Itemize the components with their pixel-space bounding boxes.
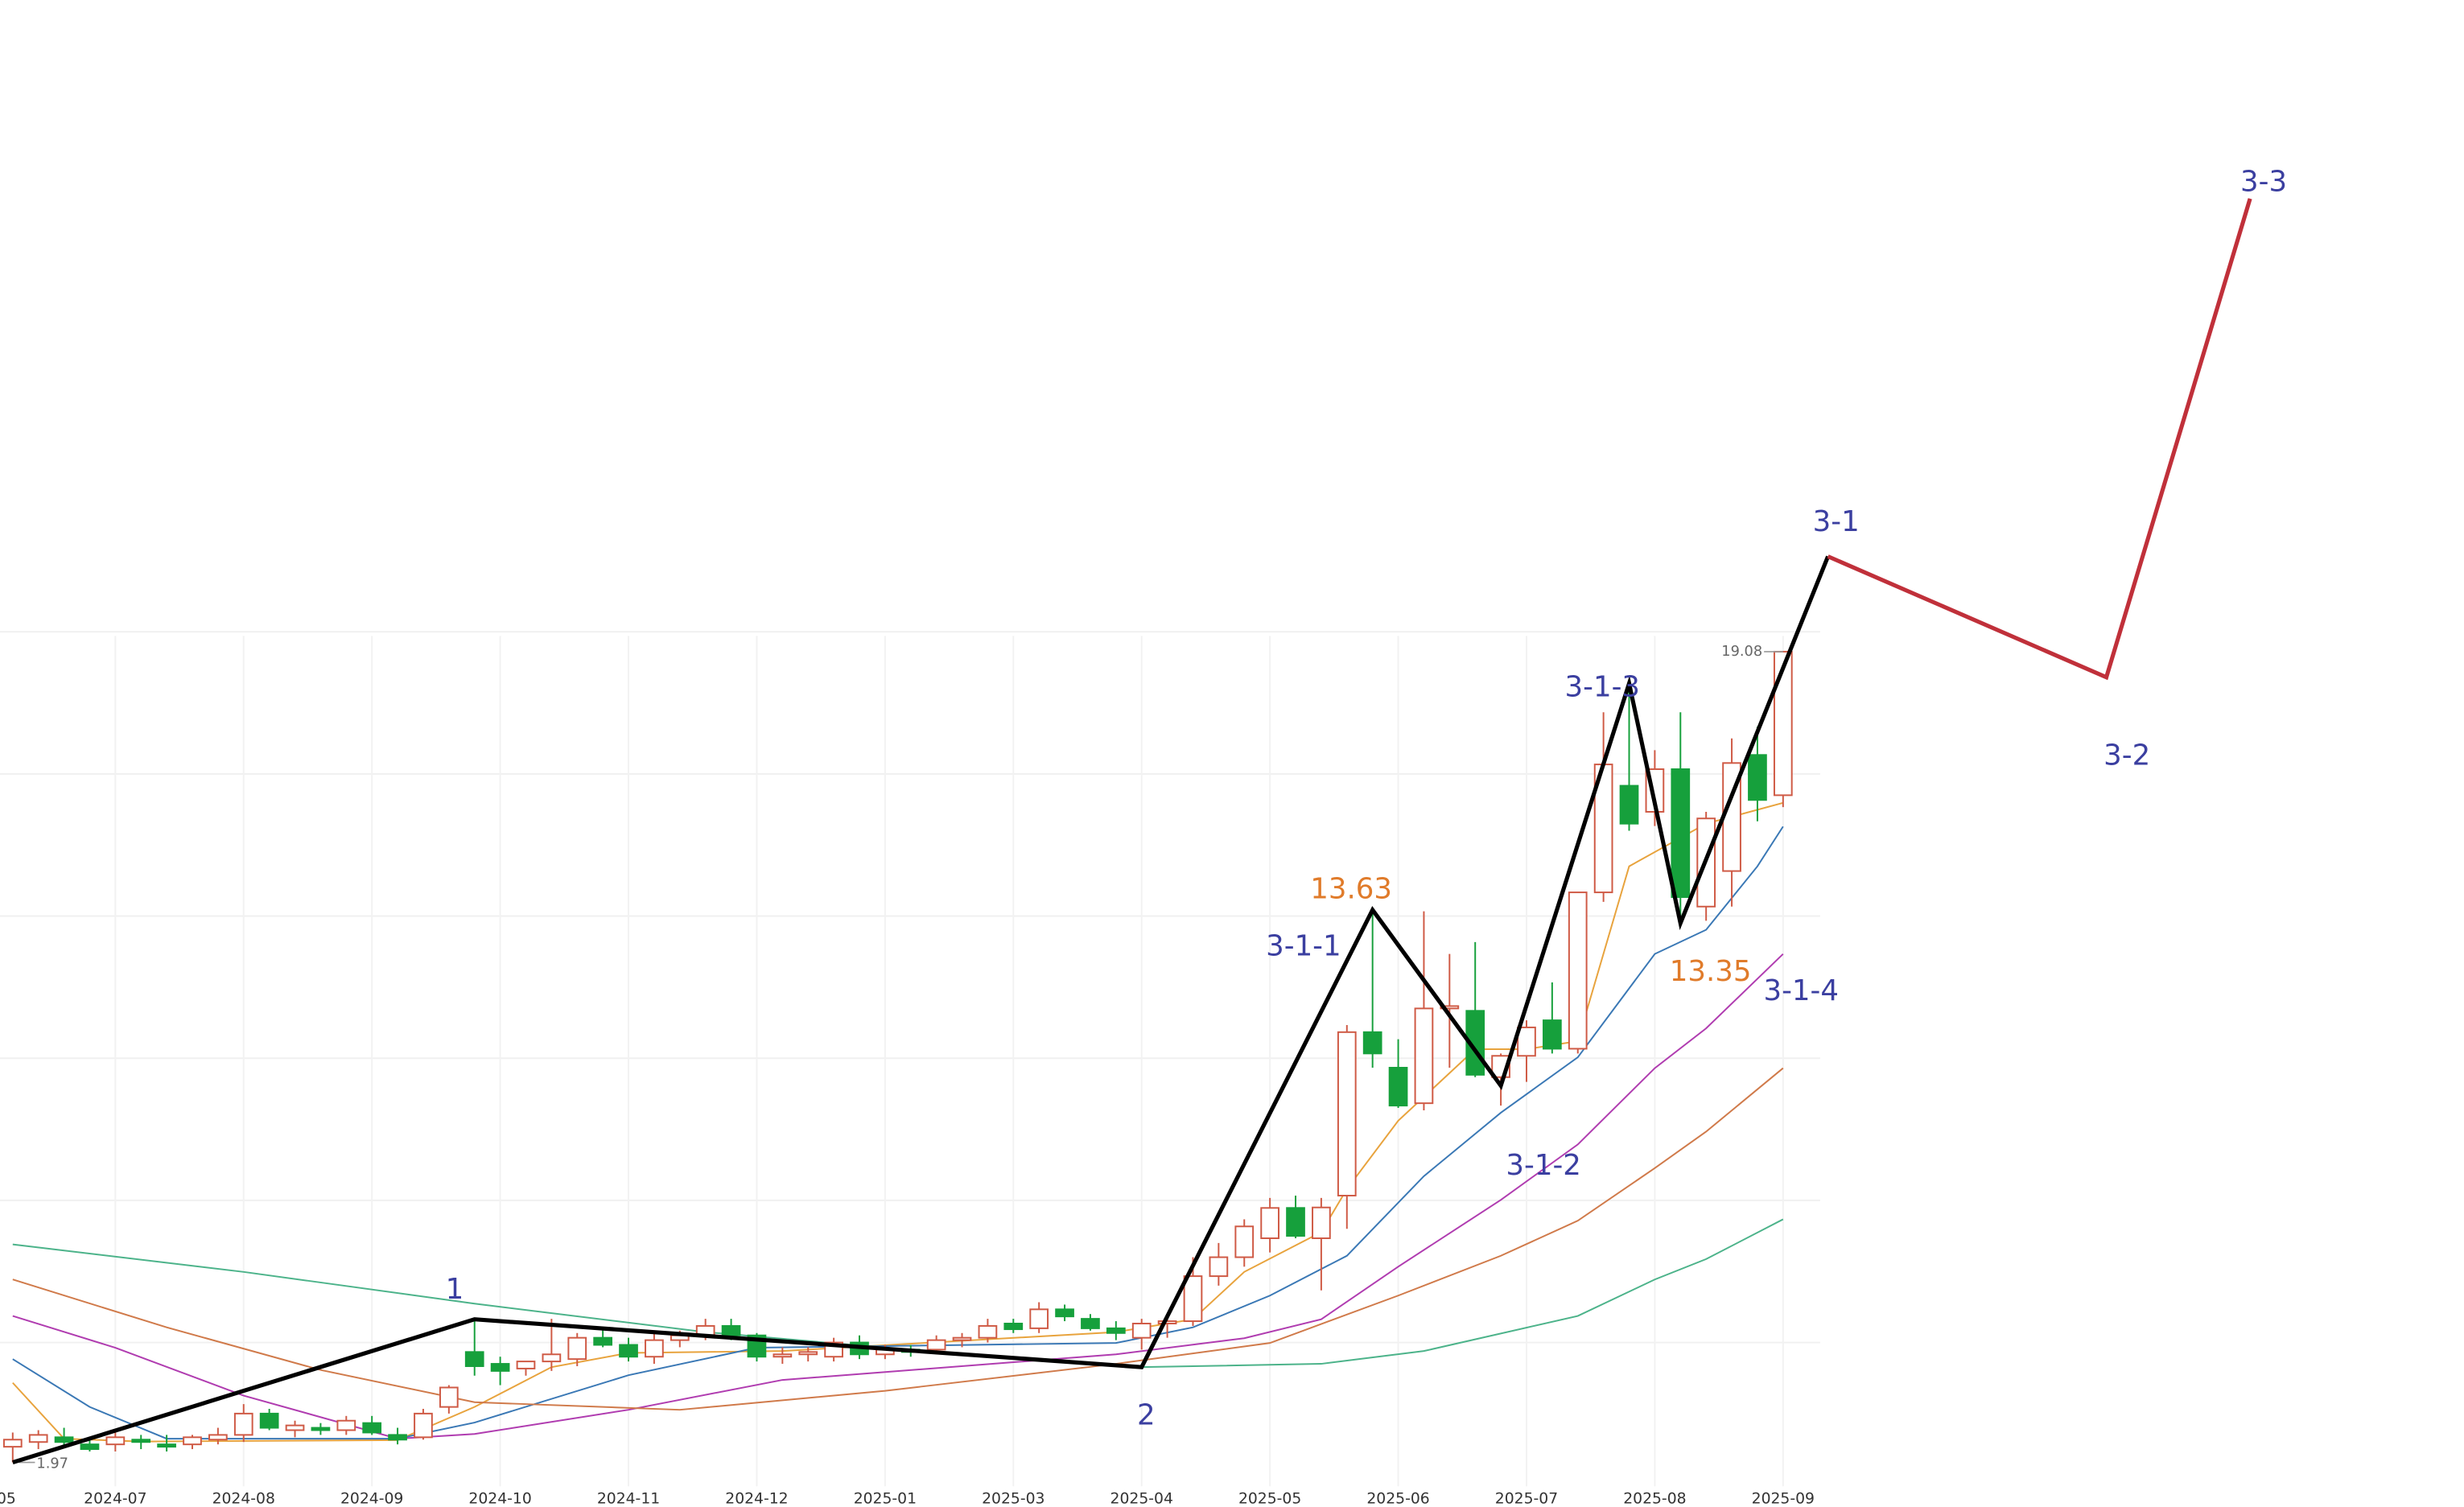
candle-body	[259, 1412, 279, 1429]
candle-body	[567, 1336, 587, 1361]
wave-annotation: 2	[1137, 1398, 1156, 1431]
wave-annotation: 3-1-4	[1763, 974, 1839, 1007]
candle-body	[1543, 1019, 1562, 1050]
candle-body	[80, 1443, 100, 1451]
x-tick-label: 2025-01	[854, 1491, 917, 1507]
candle-body	[1029, 1308, 1049, 1329]
candle-body	[439, 1386, 459, 1408]
x-tick-label: 05	[0, 1491, 16, 1507]
wave-annotation: 3-1-2	[1506, 1149, 1581, 1182]
x-tick-label: 2025-04	[1110, 1491, 1173, 1507]
x-tick-label: 2025-08	[1623, 1491, 1686, 1507]
candle-body	[1260, 1207, 1279, 1239]
x-tick-label: 2025-07	[1495, 1491, 1558, 1507]
wave-line	[1827, 198, 2252, 681]
candle-body	[336, 1419, 356, 1431]
candle-body	[1286, 1207, 1305, 1237]
moving-average-line	[12, 953, 1784, 1440]
x-tick-label: 2025-05	[1238, 1491, 1301, 1507]
max-label: 19.08	[1721, 644, 1762, 660]
candle-body	[1337, 1031, 1357, 1196]
candle-body	[233, 1412, 253, 1436]
min-label: 1.97	[36, 1456, 68, 1472]
candle-body	[490, 1363, 510, 1372]
candle-body	[516, 1361, 536, 1369]
candle-body	[1619, 784, 1639, 825]
wave-annotation: 13.63	[1310, 872, 1392, 905]
candle-body	[978, 1324, 998, 1339]
candle-body	[1183, 1275, 1203, 1323]
candle-body	[54, 1436, 74, 1443]
candle-body	[1157, 1320, 1177, 1324]
wave-annotation: 13.35	[1670, 955, 1752, 988]
candle-body	[105, 1436, 126, 1446]
wave-annotation: 1	[446, 1273, 464, 1306]
candle-body	[1568, 891, 1588, 1050]
candle-body	[1312, 1206, 1331, 1239]
candle-body	[1362, 1031, 1382, 1055]
candle-body	[414, 1412, 433, 1439]
x-tick-label: 2024-08	[212, 1491, 275, 1507]
x-tick-label: 2025-06	[1366, 1491, 1429, 1507]
moving-average-line	[12, 1218, 1784, 1369]
candle-body	[952, 1336, 972, 1341]
wave-annotation: 3-1-3	[1565, 671, 1641, 704]
x-tick-label: 2024-09	[340, 1491, 403, 1507]
candle-body	[773, 1353, 793, 1358]
candle-body	[1517, 1026, 1536, 1057]
wave-annotation: 3-1	[1813, 505, 1860, 538]
candle-body	[1414, 1007, 1434, 1105]
x-tick-label: 2024-11	[597, 1491, 660, 1507]
wave-line	[12, 555, 1830, 1464]
candle-body	[721, 1324, 741, 1336]
x-tick-label: 2024-12	[725, 1491, 788, 1507]
x-tick-label: 2024-07	[84, 1491, 146, 1507]
wave-annotation: 3-2	[2103, 739, 2150, 772]
candle-body	[28, 1434, 48, 1443]
candle-body	[2, 1439, 23, 1448]
x-tick-label: 2025-03	[982, 1491, 1045, 1507]
candle-body	[1440, 1005, 1460, 1010]
candle-body	[1748, 754, 1767, 801]
candle-body	[285, 1424, 305, 1431]
candle-body	[1388, 1066, 1408, 1107]
moving-average-line	[12, 826, 1784, 1440]
candle-body	[926, 1339, 946, 1351]
candle-body	[1055, 1308, 1074, 1318]
wave-annotation: 3-1-1	[1266, 930, 1341, 963]
candle-body	[311, 1427, 331, 1431]
candle-body	[1209, 1256, 1229, 1278]
candle-body	[1131, 1323, 1152, 1339]
candle-body	[798, 1351, 818, 1356]
x-tick-label: 2025-09	[1752, 1491, 1815, 1507]
candle-body	[1234, 1225, 1255, 1258]
candle-body	[1106, 1327, 1126, 1334]
wave-annotation: 3-3	[2240, 165, 2287, 198]
candle-body	[362, 1422, 382, 1434]
candle-body	[157, 1443, 176, 1448]
candle-body	[619, 1344, 638, 1358]
candle-body	[1081, 1318, 1100, 1329]
candle-body	[388, 1434, 407, 1441]
candle-body	[542, 1353, 562, 1363]
candle-body	[208, 1434, 228, 1441]
candle-body	[593, 1336, 612, 1346]
candle-body	[183, 1436, 202, 1446]
candle-body	[131, 1439, 151, 1443]
x-tick-label: 2024-10	[468, 1491, 531, 1507]
candle-body	[464, 1351, 484, 1367]
candle-body	[645, 1339, 664, 1358]
moving-average-line	[12, 1067, 1784, 1411]
candle-body	[1671, 768, 1691, 898]
candle-body	[1003, 1323, 1024, 1331]
